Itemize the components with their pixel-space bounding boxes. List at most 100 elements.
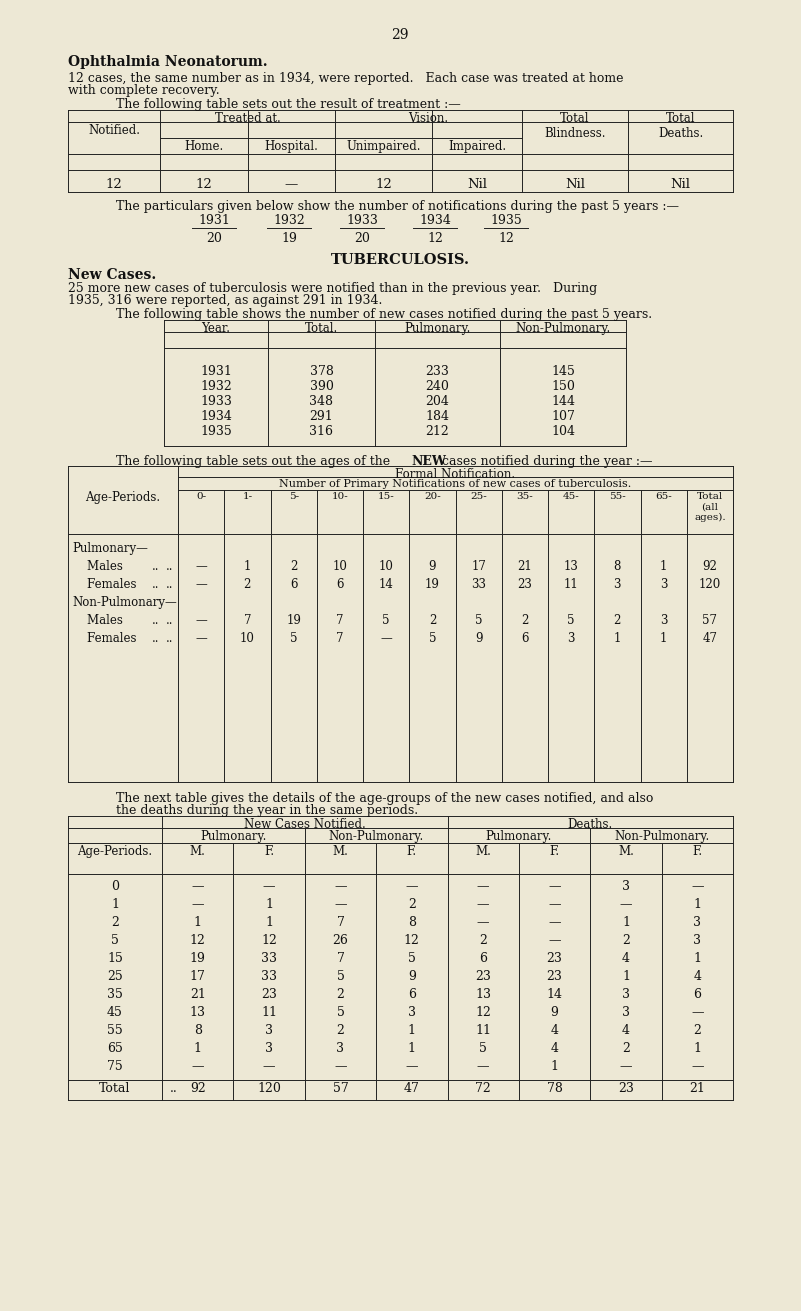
Text: 6: 6	[408, 988, 416, 1002]
Text: —: —	[195, 578, 207, 591]
Text: —: —	[195, 632, 207, 645]
Text: The next table gives the details of the age-groups of the new cases notified, an: The next table gives the details of the …	[116, 792, 654, 805]
Text: NEW: NEW	[411, 455, 446, 468]
Text: 20: 20	[354, 232, 370, 245]
Text: 1: 1	[194, 916, 202, 929]
Text: 1: 1	[614, 632, 621, 645]
Text: 3: 3	[265, 1042, 273, 1055]
Text: 2: 2	[336, 1024, 344, 1037]
Text: ..: ..	[152, 632, 159, 645]
Text: 17: 17	[190, 970, 206, 983]
Text: 107: 107	[551, 410, 575, 423]
Text: Non-Pulmonary.: Non-Pulmonary.	[614, 830, 709, 843]
Text: 5: 5	[475, 614, 482, 627]
Text: 184: 184	[425, 410, 449, 423]
Text: 5-: 5-	[288, 492, 299, 501]
Text: 25-: 25-	[470, 492, 487, 501]
Text: 1934: 1934	[200, 410, 232, 423]
Text: 4: 4	[550, 1042, 558, 1055]
Text: Ophthalmia Neonatorum.: Ophthalmia Neonatorum.	[68, 55, 268, 69]
Text: 25 more new cases of tuberculosis were notified than in the previous year.   Dur: 25 more new cases of tuberculosis were n…	[68, 282, 598, 295]
Text: 12: 12	[375, 178, 392, 191]
Text: the deaths during the year in the same periods.: the deaths during the year in the same p…	[116, 804, 418, 817]
Text: 20: 20	[206, 232, 222, 245]
Text: Females: Females	[72, 578, 136, 591]
Text: 1: 1	[660, 632, 667, 645]
Text: 13: 13	[564, 560, 578, 573]
Text: 26: 26	[332, 933, 348, 947]
Text: Hospital.: Hospital.	[264, 140, 319, 153]
Text: —: —	[263, 1061, 276, 1072]
Text: 104: 104	[551, 425, 575, 438]
Text: 5: 5	[382, 614, 390, 627]
Text: 5: 5	[336, 970, 344, 983]
Text: F.: F.	[692, 846, 702, 857]
Text: 2: 2	[336, 988, 344, 1002]
Text: 55: 55	[107, 1024, 123, 1037]
Text: Pulmonary.: Pulmonary.	[485, 830, 552, 843]
Text: Non-Pulmonary—: Non-Pulmonary—	[72, 597, 177, 610]
Text: 378: 378	[309, 364, 333, 378]
Text: 7: 7	[244, 614, 252, 627]
Text: 291: 291	[310, 410, 333, 423]
Text: 2: 2	[622, 1042, 630, 1055]
Text: —: —	[191, 880, 204, 893]
Text: 3: 3	[408, 1006, 416, 1019]
Text: 10-: 10-	[332, 492, 348, 501]
Text: 11: 11	[564, 578, 578, 591]
Text: ..: ..	[152, 578, 159, 591]
Text: 1933: 1933	[346, 214, 378, 227]
Text: ..: ..	[166, 560, 174, 573]
Text: 3: 3	[622, 988, 630, 1002]
Text: Number of Primary Notifications of new cases of tuberculosis.: Number of Primary Notifications of new c…	[280, 479, 632, 489]
Text: 1: 1	[244, 560, 251, 573]
Text: 240: 240	[425, 380, 449, 393]
Text: M.: M.	[475, 846, 491, 857]
Text: 1: 1	[111, 898, 119, 911]
Text: 150: 150	[551, 380, 575, 393]
Text: 19: 19	[281, 232, 297, 245]
Text: New Cases.: New Cases.	[68, 267, 156, 282]
Text: —: —	[195, 614, 207, 627]
Text: 2: 2	[521, 614, 529, 627]
Text: —: —	[691, 880, 703, 893]
Text: 1934: 1934	[419, 214, 451, 227]
Text: 1935: 1935	[490, 214, 522, 227]
Text: 12: 12	[427, 232, 443, 245]
Text: Non-Pulmonary.: Non-Pulmonary.	[328, 830, 424, 843]
Text: 1: 1	[408, 1042, 416, 1055]
Text: 3: 3	[336, 1042, 344, 1055]
Text: 390: 390	[309, 380, 333, 393]
Text: 20-: 20-	[424, 492, 441, 501]
Text: 13: 13	[190, 1006, 206, 1019]
Text: Total
Blindness.: Total Blindness.	[544, 111, 606, 140]
Text: ..: ..	[152, 614, 159, 627]
Text: —: —	[549, 933, 561, 947]
Text: 1: 1	[265, 916, 273, 929]
Text: 2: 2	[429, 614, 436, 627]
Text: 29: 29	[391, 28, 409, 42]
Text: 11: 11	[475, 1024, 491, 1037]
Text: F.: F.	[407, 846, 417, 857]
Text: —: —	[263, 880, 276, 893]
Text: 7: 7	[336, 916, 344, 929]
Text: Age-Periods.: Age-Periods.	[78, 846, 152, 857]
Text: —: —	[405, 880, 418, 893]
Text: Total
(all
ages).: Total (all ages).	[694, 492, 726, 522]
Text: 1: 1	[694, 898, 702, 911]
Text: —: —	[691, 1006, 703, 1019]
Text: 5: 5	[290, 632, 297, 645]
Text: 92: 92	[702, 560, 718, 573]
Text: 78: 78	[546, 1082, 562, 1095]
Text: —: —	[477, 880, 489, 893]
Text: Pulmonary.: Pulmonary.	[200, 830, 267, 843]
Text: 2: 2	[622, 933, 630, 947]
Text: 72: 72	[475, 1082, 491, 1095]
Text: 55-: 55-	[609, 492, 626, 501]
Text: New Cases Notified.: New Cases Notified.	[244, 818, 365, 831]
Text: 144: 144	[551, 395, 575, 408]
Text: 120: 120	[257, 1082, 281, 1095]
Text: 1932: 1932	[200, 380, 231, 393]
Text: 19: 19	[286, 614, 301, 627]
Text: 1935: 1935	[200, 425, 231, 438]
